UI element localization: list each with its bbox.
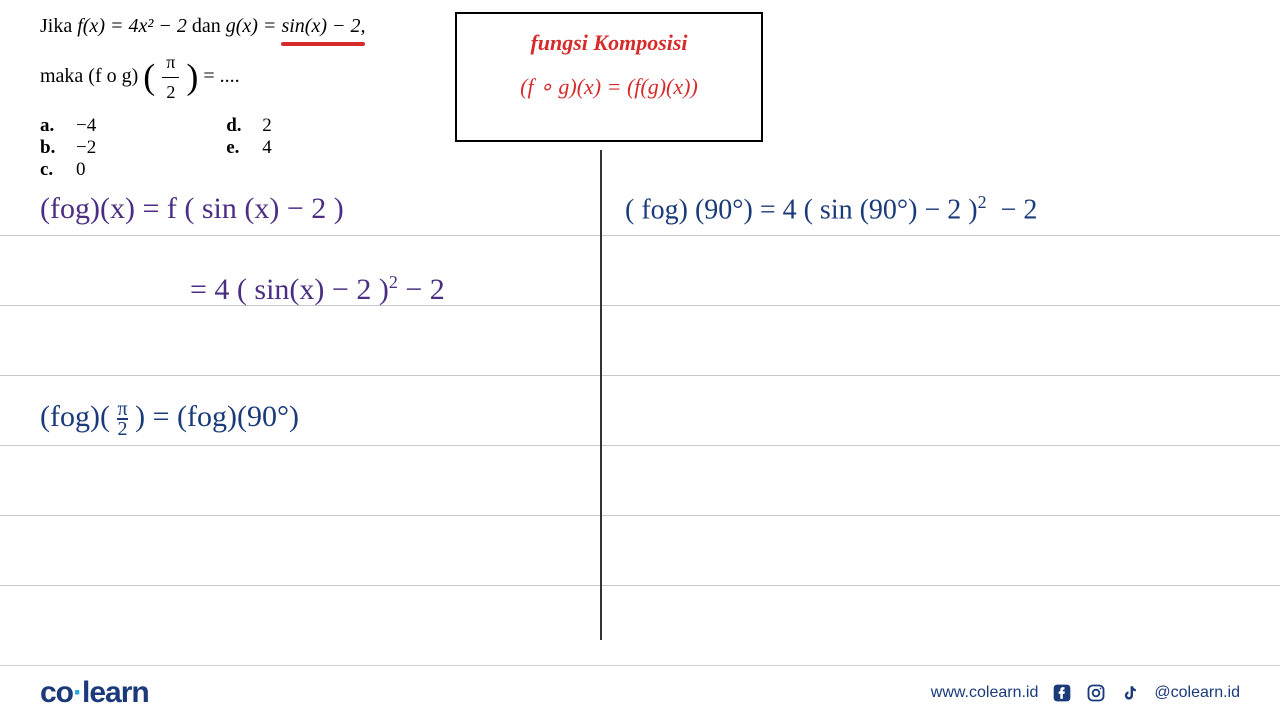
hw-fraction: π 2 bbox=[117, 400, 127, 438]
choice-row-1: a. −4 d. 2 bbox=[40, 115, 440, 137]
tiktok-icon bbox=[1120, 683, 1140, 703]
fraction-den: 2 bbox=[162, 78, 179, 107]
hw-frac-num: π bbox=[117, 400, 127, 418]
fraction-pi-2: π 2 bbox=[162, 48, 179, 107]
vertical-divider bbox=[600, 150, 602, 640]
choice-b: b. −2 bbox=[40, 137, 96, 159]
choice-a-label: a. bbox=[40, 115, 58, 137]
text-jika: Jika bbox=[40, 15, 77, 37]
instagram-icon bbox=[1086, 683, 1106, 703]
footer-handle: @colearn.id bbox=[1154, 684, 1240, 702]
choice-d: d. 2 bbox=[226, 115, 272, 137]
logo-co: co bbox=[40, 676, 73, 709]
logo-learn: learn bbox=[82, 676, 149, 709]
rule-line bbox=[0, 515, 1280, 516]
text-gx-under: sin(x) − 2, bbox=[281, 15, 365, 37]
paren-open: ( bbox=[143, 57, 155, 97]
rule-line bbox=[0, 375, 1280, 376]
rule-line bbox=[0, 235, 1280, 236]
handwrite-left-2: = 4 ( sin(x) − 2 )2 − 2 bbox=[190, 272, 445, 307]
choice-d-value: 2 bbox=[262, 115, 272, 137]
fraction-num: π bbox=[162, 48, 179, 78]
choice-e-label: e. bbox=[226, 137, 244, 159]
text-gx-pre: g(x) = bbox=[226, 15, 282, 37]
choice-b-label: b. bbox=[40, 137, 58, 159]
problem-line-1: Jika f(x) = 4x² − 2 dan g(x) = sin(x) − … bbox=[40, 10, 440, 42]
choice-d-label: d. bbox=[226, 115, 244, 137]
text-equals-dots: = .... bbox=[203, 65, 239, 87]
formula-box: fungsi Komposisi (f ∘ g)(x) = (f(g)(x)) bbox=[455, 12, 763, 142]
choice-e: e. 4 bbox=[226, 137, 272, 159]
choice-a-value: −4 bbox=[76, 115, 96, 137]
paren-close: ) bbox=[186, 57, 198, 97]
formula-title: fungsi Komposisi bbox=[467, 30, 751, 56]
text-dan: dan bbox=[192, 15, 226, 37]
hw-l3-a: (fog)( bbox=[40, 400, 110, 433]
handwrite-right-1: ( fog) (90°) = 4 ( sin (90°) − 2 )2 − 2 bbox=[625, 192, 1037, 226]
page-root: Jika f(x) = 4x² − 2 dan g(x) = sin(x) − … bbox=[0, 0, 1280, 720]
formula-equation: (f ∘ g)(x) = (f(g)(x)) bbox=[467, 74, 751, 100]
rule-line bbox=[0, 585, 1280, 586]
underline-gx: sin(x) − 2, bbox=[281, 10, 365, 42]
problem-line-2: maka (f o g) ( π 2 ) = .... bbox=[40, 48, 440, 107]
choice-row-2: b. −2 e. 4 bbox=[40, 137, 440, 159]
rule-line bbox=[0, 445, 1280, 446]
text-fx: f(x) = 4x² − 2 bbox=[77, 15, 187, 37]
hw-l3-b: ) = (fog)(90°) bbox=[135, 400, 299, 433]
logo-dot: · bbox=[73, 676, 82, 709]
brand-logo: co·learn bbox=[40, 676, 149, 710]
choice-b-value: −2 bbox=[76, 137, 96, 159]
facebook-icon bbox=[1052, 683, 1072, 703]
text-maka: maka (f o g) bbox=[40, 65, 138, 87]
handwrite-left-1: (fog)(x) = f ( sin (x) − 2 ) bbox=[40, 192, 344, 226]
hw-frac-den: 2 bbox=[117, 418, 127, 438]
choice-e-value: 4 bbox=[262, 137, 272, 159]
footer-url: www.colearn.id bbox=[931, 684, 1039, 702]
handwrite-left-3: (fog)( π 2 ) = (fog)(90°) bbox=[40, 400, 299, 438]
choice-a: a. −4 bbox=[40, 115, 96, 137]
footer-right: www.colearn.id @colearn.id bbox=[931, 683, 1240, 703]
problem-statement: Jika f(x) = 4x² − 2 dan g(x) = sin(x) − … bbox=[40, 10, 440, 181]
footer: co·learn www.colearn.id @colearn.id bbox=[0, 665, 1280, 720]
